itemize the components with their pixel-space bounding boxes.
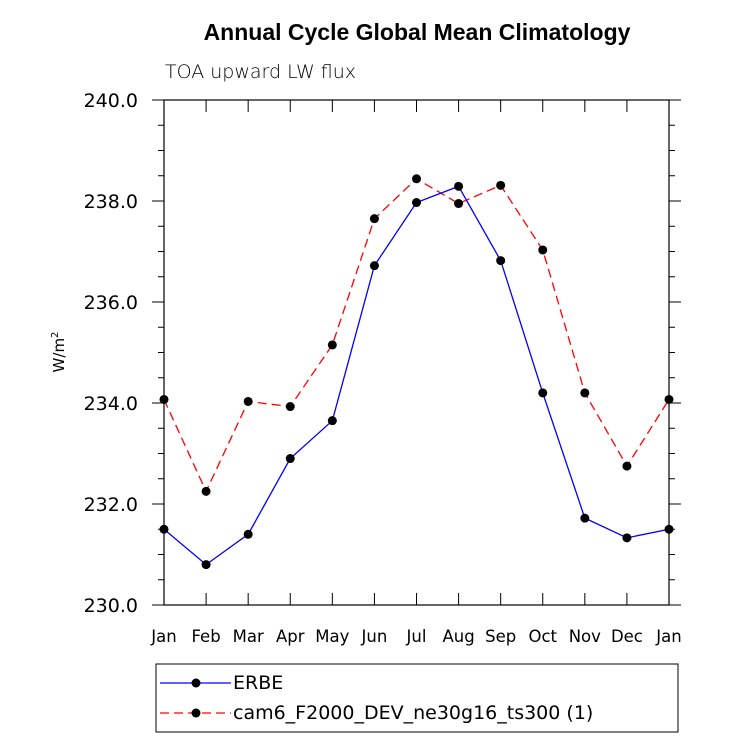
series-1-point [496,180,506,190]
series-1-point [201,486,211,496]
x-tick-label: Aug [442,627,474,646]
y-axis-label-superscript: 2 [50,332,61,338]
series-0-point [412,198,421,208]
series-1-point [580,388,590,398]
series-0-point [243,529,253,539]
x-tick-label: Jan [655,627,681,646]
x-tick-labels: Jan Feb Mar Apr May Jun Jul Aug Sep Oct Nov Dec Jan [150,627,681,646]
series-line-0 [163,185,670,566]
series-0-point [538,388,548,398]
x-tick-label: Oct [528,627,557,646]
x-tick-label: Dec [611,627,643,646]
series-0-point [580,513,590,523]
series-1-point [285,402,295,412]
x-tick-label: Feb [191,627,220,646]
series-1-point [412,174,421,184]
series-layer [159,174,674,570]
legend-marker-cam6 [191,708,201,718]
legend-label-erbe: ERBE [233,672,283,694]
y-tick-label: 234.0 [84,393,138,415]
chart-subtitle: TOA upward LW flux [165,61,356,83]
legend-box [155,663,679,733]
x-tick-label: Mar [233,627,264,646]
series-0-point [159,524,169,534]
x-tick-label: Jun [361,627,388,646]
y-axis-label: W/m2 [50,332,68,373]
y-tick-label: 232.0 [84,494,138,516]
legend-marker-erbe [191,678,201,688]
series-0-point [496,256,506,266]
series-0-point [327,416,337,426]
series-0-point [369,261,379,271]
y-tick-label: 230.0 [84,595,138,617]
y-tick-label: 240.0 [84,90,138,112]
series-1-point [664,394,674,404]
x-tick-label: Jul [406,627,427,646]
series-1-point [159,394,169,404]
y-axis-label-text: W/m [50,338,68,373]
series-0-point [664,524,674,534]
series-1-point [327,340,337,350]
y-tick-label: 236.0 [84,292,138,314]
x-tick-label: Sep [485,627,516,646]
x-tick-label: Jan [150,627,176,646]
y-tick-labels: 230.0 232.0 234.0 236.0 238.0 240.0 [84,90,138,617]
axis-ticks [152,99,681,606]
series-1-point [454,199,464,209]
series-line-1 [163,177,670,493]
series-0-point [285,454,295,464]
series-1-point [243,396,253,406]
y-tick-label: 238.0 [84,191,138,213]
x-tick-label: Nov [569,627,601,646]
x-tick-label: Apr [276,627,305,646]
series-1-point [369,214,379,224]
series-0-point [622,533,632,543]
series-0-point [201,560,211,570]
series-1-point [538,245,548,255]
legend: ERBE cam6_F2000_DEV_ne30g16_ts300 (1) [155,663,679,733]
series-1-point [622,461,632,471]
x-tick-label: May [315,627,349,646]
legend-label-cam6: cam6_F2000_DEV_ne30g16_ts300 (1) [233,702,593,724]
chart-title: Annual Cycle Global Mean Climatology [204,19,631,45]
series-0-point [454,181,464,191]
